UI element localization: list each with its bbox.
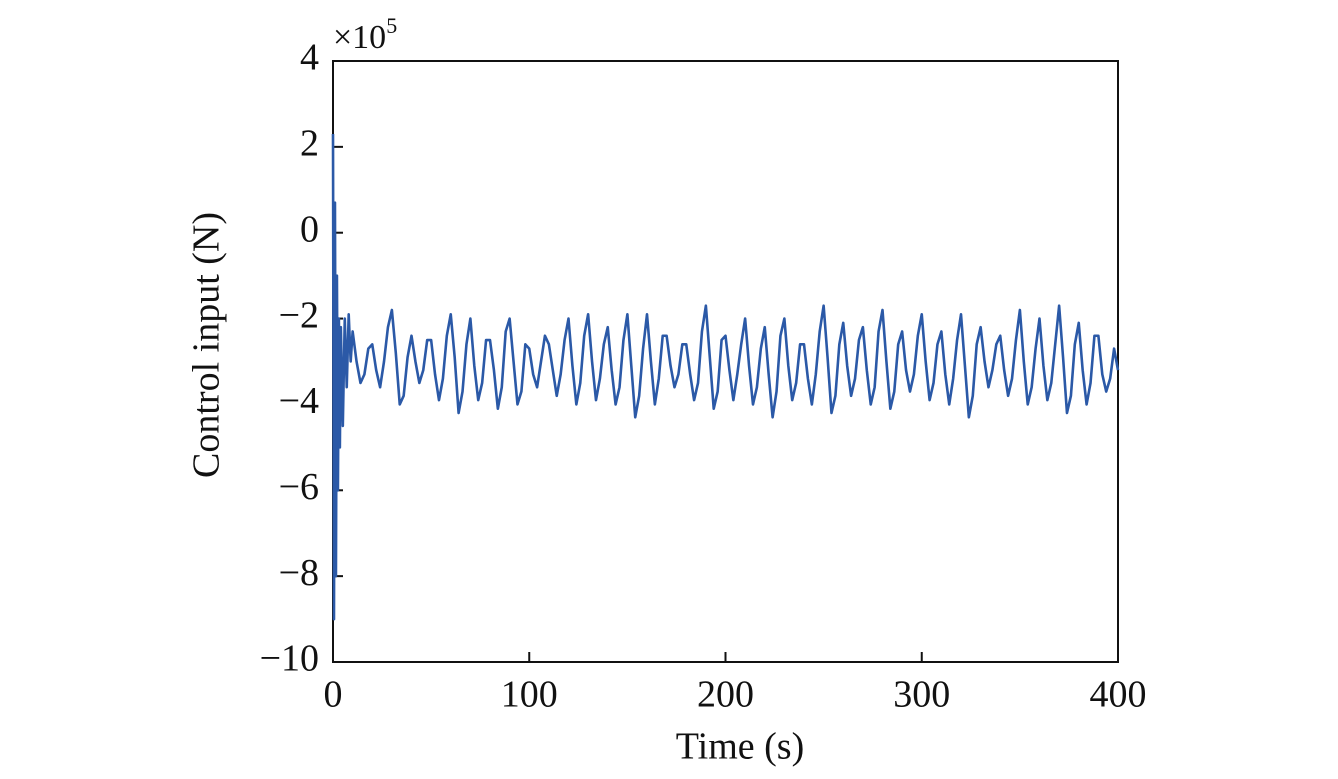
x-axis-label: Time (s) (676, 726, 804, 768)
y-tick-label: 0 (300, 208, 319, 250)
y-tick-label: −10 (260, 638, 319, 680)
plot-frame (332, 60, 1119, 663)
data-line (331, 133, 1120, 621)
x-tick-label: 0 (324, 674, 343, 716)
y-tick-label: −8 (279, 552, 319, 594)
y-tick-label: −2 (279, 294, 319, 336)
multiplier-exponent: 5 (386, 13, 397, 38)
y-tick-label: −6 (279, 466, 319, 508)
x-tick-label: 200 (697, 674, 754, 716)
y-tick-label: −4 (279, 380, 319, 422)
y-tick-label: 4 (300, 37, 319, 79)
x-tick-label: 300 (893, 674, 950, 716)
y-multiplier: ×105 (333, 13, 397, 56)
y-axis-label: Control input (N) (186, 212, 228, 478)
y-tick-label: 2 (300, 123, 319, 165)
x-tick-label: 100 (501, 674, 558, 716)
multiplier-base: ×10 (333, 19, 386, 56)
x-tick-label: 400 (1090, 674, 1147, 716)
